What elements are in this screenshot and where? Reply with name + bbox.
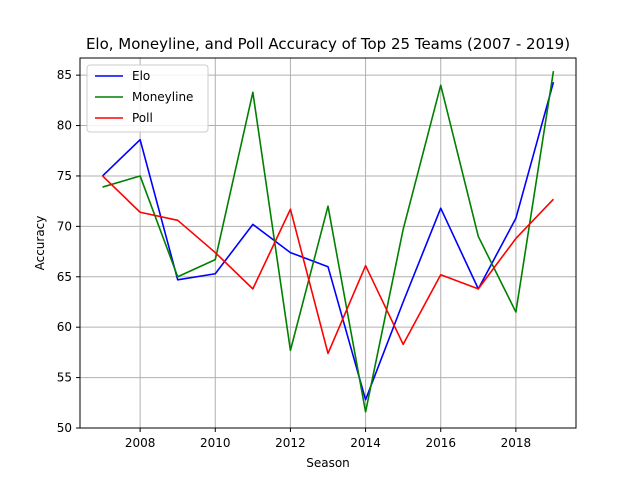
x-tick-label: 2016 xyxy=(425,436,456,450)
y-axis-label: Accuracy xyxy=(33,216,47,271)
x-tick-label: 2014 xyxy=(350,436,381,450)
legend-box xyxy=(86,64,209,133)
x-axis-label: Season xyxy=(306,456,350,470)
y-tick-label: 50 xyxy=(57,421,72,435)
series-lines xyxy=(101,70,555,413)
y-tick-label: 85 xyxy=(57,68,72,82)
x-tick-label: 2018 xyxy=(501,436,532,450)
series-line-moneyline xyxy=(102,70,555,413)
axis-ticks: 2008 2010 2012 2014 2016 2018 50 55 60 65 70 75 80 85 xyxy=(57,68,531,450)
chart-title: Elo, Moneyline, and Poll Accuracy of Top… xyxy=(86,35,570,53)
series-line-poll xyxy=(101,175,555,355)
x-tick-label: 2010 xyxy=(200,436,231,450)
y-tick-label: 55 xyxy=(57,371,72,385)
y-tick-label: 65 xyxy=(57,270,72,284)
legend-label-elo: Elo xyxy=(132,69,150,83)
y-tick-label: 80 xyxy=(57,119,72,133)
x-tick-label: 2008 xyxy=(125,436,156,450)
y-tick-label: 60 xyxy=(57,320,72,334)
legend-label-poll: Poll xyxy=(132,111,153,125)
y-tick-label: 70 xyxy=(57,219,72,233)
legend-label-moneyline: Moneyline xyxy=(132,90,193,104)
legend: Elo Moneyline Poll xyxy=(86,64,209,133)
plot-frame xyxy=(79,57,577,429)
y-tick-label: 75 xyxy=(57,169,72,183)
x-tick-label: 2012 xyxy=(275,436,306,450)
